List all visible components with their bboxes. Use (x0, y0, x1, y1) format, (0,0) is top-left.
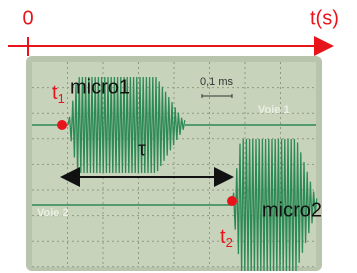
channel-1-label: Voie 1 (258, 104, 290, 116)
delay-label: τ (138, 138, 146, 160)
axis-label: t(s) (310, 7, 339, 29)
t1-point (57, 120, 67, 130)
scale-label: 0,1 ms (200, 76, 234, 88)
channel-2-label: Voie 2 (37, 207, 69, 219)
t2-point (227, 196, 237, 206)
origin-label: 0 (22, 7, 33, 29)
micro1-label: micro1 (70, 76, 130, 98)
micro2-label: micro2 (262, 199, 322, 221)
diagram: 0,1 ms Voie 1 Voie 2 0 t(s) t1 micro1 τ … (0, 0, 357, 273)
